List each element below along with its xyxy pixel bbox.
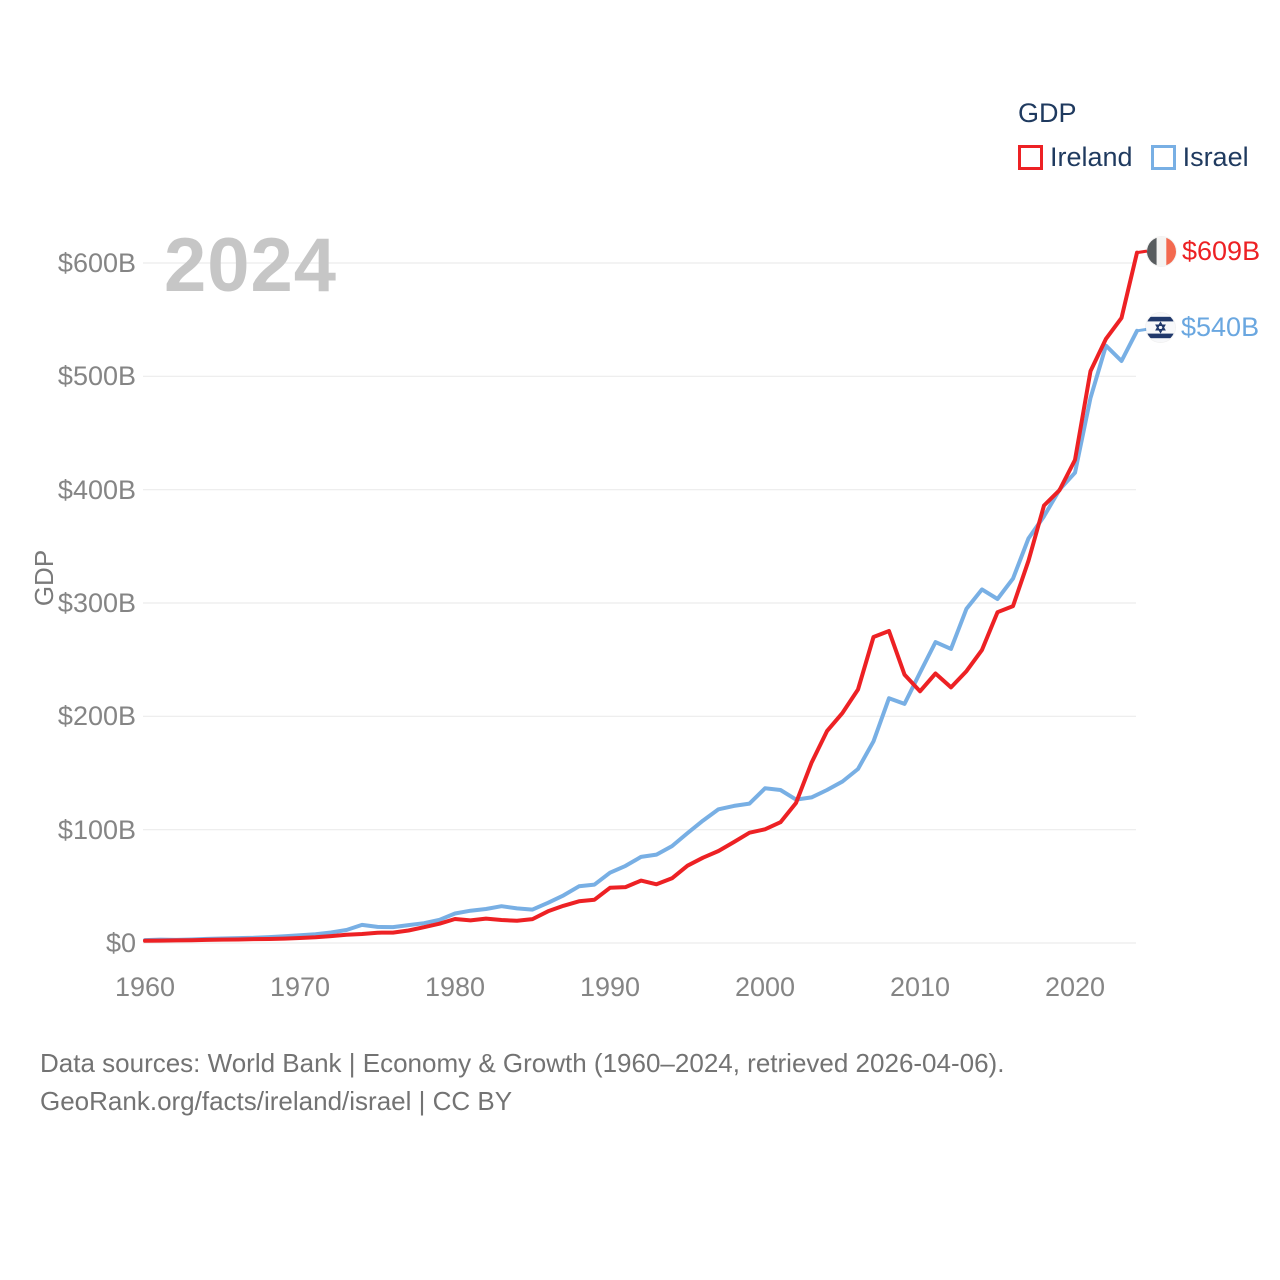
y-tick-label: $400B <box>57 474 136 505</box>
legend-label-ireland[interactable]: Ireland <box>1050 142 1133 172</box>
footer: Data sources: World Bank | Economy & Gro… <box>40 1044 1004 1120</box>
x-tick-label: 2010 <box>889 972 951 1002</box>
ireland-flag-icon <box>1147 236 1176 266</box>
legend-title: GDP <box>1018 98 1077 128</box>
y-tick-label: $300B <box>57 588 136 618</box>
x-tick-label: 2000 <box>734 972 796 1002</box>
series-connector-israel <box>1136 327 1148 333</box>
series-line-israel <box>143 328 1139 943</box>
x-tick-label: 2020 <box>1044 972 1106 1002</box>
x-tick-label: 1960 <box>114 972 176 1002</box>
y-axis-title: GDP <box>29 549 59 607</box>
legend-swatch-israel[interactable] <box>1150 144 1176 170</box>
x-tick-label: 1970 <box>269 972 331 1002</box>
y-tick-label: $100B <box>57 814 136 845</box>
israel-flag-icon <box>1146 312 1175 342</box>
end-value-israel: $540B <box>1181 312 1260 342</box>
y-tick-label: $500B <box>57 361 136 392</box>
series-end-label-israel: $540B <box>1146 312 1259 342</box>
series-connector-ireland <box>1136 249 1148 255</box>
x-tick-label: 1990 <box>579 972 641 1002</box>
series-end-label-ireland: $609B <box>1147 236 1260 266</box>
legend-label-israel[interactable]: Israel <box>1182 142 1249 172</box>
legend: GDP Ireland Israel <box>1018 99 1249 172</box>
end-value-ireland: $609B <box>1182 236 1261 266</box>
y-tick-label: $0 <box>105 928 136 958</box>
footer-attribution: GeoRank.org/facts/ireland/israel | CC BY <box>40 1086 513 1116</box>
watermark-year: 2024 <box>164 223 338 308</box>
legend-swatch-ireland[interactable] <box>1018 144 1043 170</box>
series-line-ireland <box>143 250 1139 943</box>
y-tick-label: $200B <box>57 701 136 732</box>
footer-sources: Data sources: World Bank | Economy & Gro… <box>40 1048 1005 1078</box>
y-tick-label: $600B <box>57 248 136 278</box>
legend-items: Ireland Israel <box>1018 142 1249 172</box>
x-tick-label: 1980 <box>424 972 486 1002</box>
